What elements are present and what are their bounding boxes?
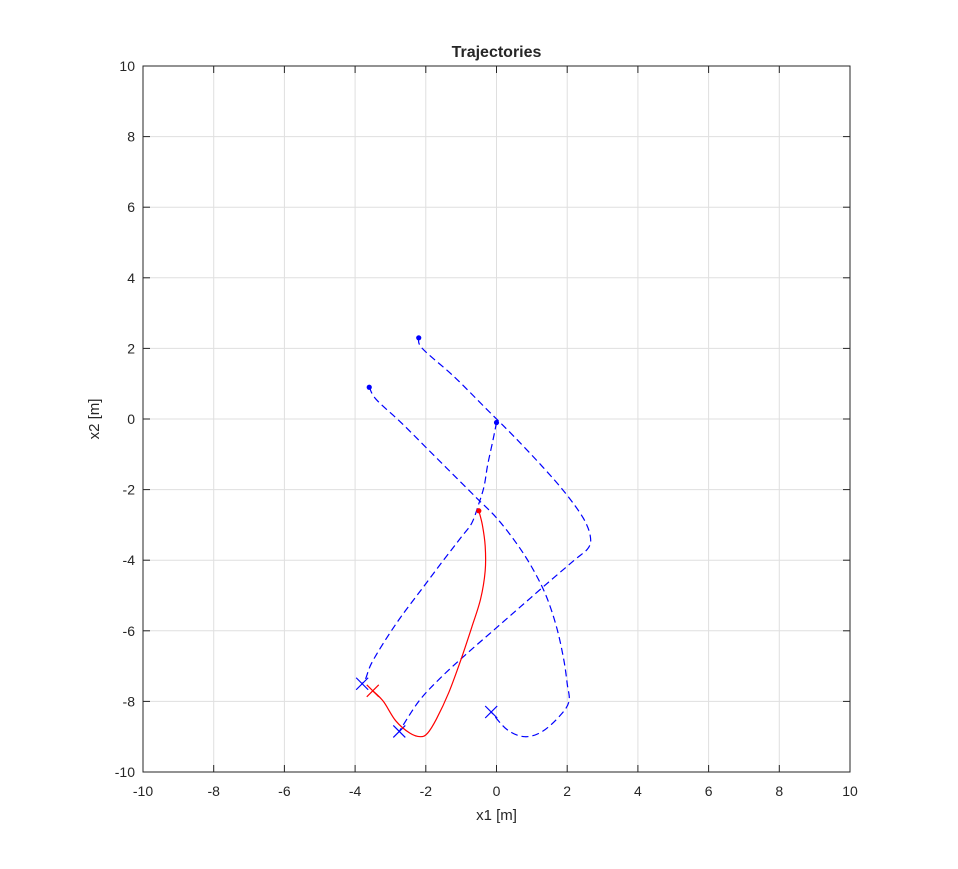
y-tick-label: -2 xyxy=(123,482,136,498)
y-tick-label: -4 xyxy=(123,552,136,568)
trajectory-3-line xyxy=(361,422,498,685)
y-tick-label: -8 xyxy=(123,693,136,709)
trajectory-4-end-marker xyxy=(366,684,380,698)
x-tick-label: -2 xyxy=(420,783,433,799)
y-tick-label: -10 xyxy=(115,764,135,780)
trajectory-2-line xyxy=(368,386,570,738)
y-tick-label: 6 xyxy=(127,199,135,215)
trajectory-2-start-marker xyxy=(366,384,372,390)
series-layer xyxy=(355,335,592,738)
x-tick-label: 2 xyxy=(563,783,571,799)
y-tick-label: 2 xyxy=(127,340,135,356)
ticks xyxy=(142,65,851,773)
end-marker-stroke xyxy=(355,677,369,691)
trajectory-1-line xyxy=(398,337,592,732)
y-tick-label: -6 xyxy=(123,623,136,639)
x-tick-label: -4 xyxy=(349,783,362,799)
x-tick-label: 0 xyxy=(493,783,501,799)
y-axis-label: x2 [m] xyxy=(86,399,103,440)
chart-title: Trajectories xyxy=(452,44,542,61)
x-tick-label: -8 xyxy=(207,783,220,799)
end-marker-stroke xyxy=(484,705,498,719)
trajectory-1 xyxy=(392,335,592,738)
x-tick-label: 6 xyxy=(705,783,713,799)
x-axis-label: x1 [m] xyxy=(476,807,517,824)
x-tick-label: 10 xyxy=(842,783,858,799)
y-tick-label: 10 xyxy=(119,58,135,74)
y-tick-label: 0 xyxy=(127,411,135,427)
end-marker-stroke xyxy=(366,684,380,698)
x-tick-label: -6 xyxy=(278,783,291,799)
trajectory-1-start-marker xyxy=(416,335,422,341)
y-tick-label: 4 xyxy=(127,270,135,286)
trajectory-4-line xyxy=(372,510,487,738)
x-tick-label: 4 xyxy=(634,783,642,799)
trajectory-3-start-marker xyxy=(493,419,500,426)
trajectory-4 xyxy=(366,508,487,738)
end-marker-stroke xyxy=(392,724,406,738)
trajectory-3-end-marker xyxy=(355,677,369,691)
trajectory-4-start-marker xyxy=(476,508,482,514)
trajectory-2-end-marker xyxy=(484,705,498,719)
trajectory-3 xyxy=(355,419,500,691)
y-tick-label: 8 xyxy=(127,129,135,145)
x-tick-label: -10 xyxy=(133,783,153,799)
tick-labels: -10 -8 -6 -4 -2 0 2 4 6 8 10 -10 -8 -6 -4 -2 0 2 4 6 8 10 xyxy=(115,58,858,799)
trajectory-2 xyxy=(366,384,570,738)
trajectory-1-end-marker xyxy=(392,724,406,738)
x-tick-label: 8 xyxy=(775,783,783,799)
